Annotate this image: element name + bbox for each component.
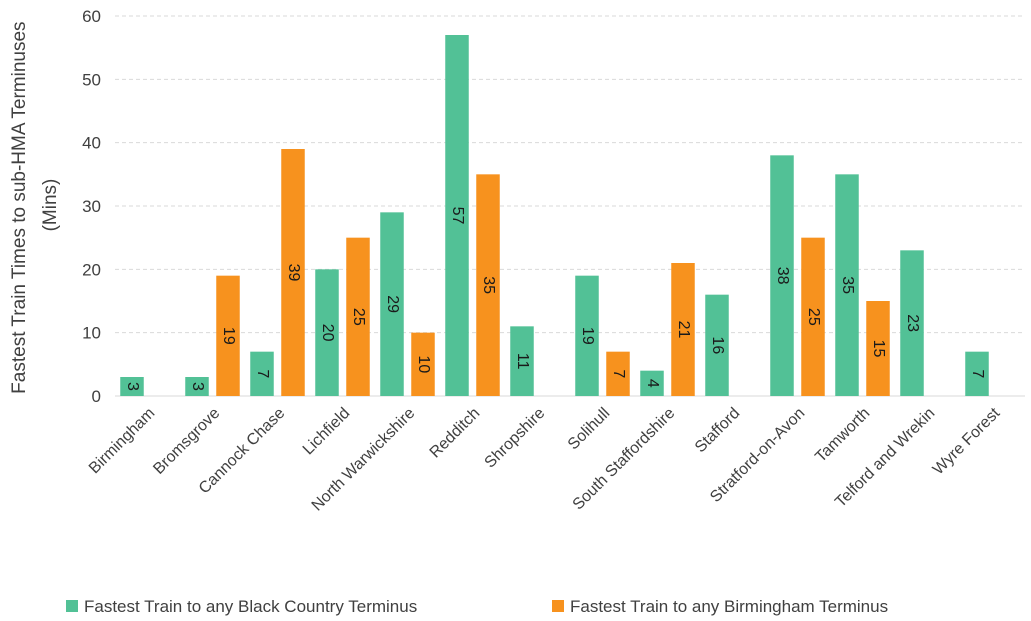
bar-wyre-forest-s1 bbox=[965, 351, 989, 396]
x-tick-label-stafford: Stafford bbox=[692, 405, 743, 456]
bar-south-staffordshire-s1 bbox=[640, 370, 664, 396]
data-label-solihull-s2: 7 bbox=[610, 369, 627, 378]
bar-lichfield-s2 bbox=[346, 237, 370, 396]
legend-label-birmingham: Fastest Train to any Birmingham Terminus bbox=[570, 597, 888, 616]
x-tick-label-bromsgrove: Bromsgrove bbox=[150, 405, 223, 478]
x-tick-label-birmingham: Birmingham bbox=[86, 405, 158, 477]
data-label-birmingham-s1: 3 bbox=[124, 382, 141, 391]
y-tick-label: 40 bbox=[82, 134, 101, 153]
data-label-solihull-s1: 19 bbox=[579, 327, 596, 345]
legend: Fastest Train to any Black Country Termi… bbox=[66, 597, 888, 616]
x-tick-label-shropshire: Shropshire bbox=[482, 405, 549, 472]
bar-redditch-s2 bbox=[476, 174, 500, 396]
y-tick-label: 50 bbox=[82, 70, 101, 89]
y-axis-ticks: 0 10 20 30 40 50 60 bbox=[82, 7, 101, 406]
bar-cannock-chase-s2 bbox=[281, 149, 305, 396]
data-label-south-staffordshire-s1: 4 bbox=[644, 379, 661, 388]
data-label-telford-and-wrekin-s1: 23 bbox=[904, 314, 921, 332]
y-tick-label: 0 bbox=[92, 387, 101, 406]
data-label-lichfield-s2: 25 bbox=[350, 308, 367, 326]
data-label-bromsgrove-s2: 19 bbox=[220, 327, 237, 345]
bar-shropshire-s1 bbox=[510, 326, 534, 396]
bar-bromsgrove-s2 bbox=[216, 275, 240, 396]
data-label-redditch-s2: 35 bbox=[480, 276, 497, 294]
y-axis-title-line-2: (Mins) bbox=[40, 179, 61, 232]
y-tick-label: 10 bbox=[82, 324, 101, 343]
data-label-cannock-chase-s1: 7 bbox=[254, 369, 271, 378]
y-axis-title: Fastest Train Times to sub-HMA Terminuse… bbox=[9, 16, 61, 394]
y-tick-label: 60 bbox=[82, 7, 101, 26]
bar-bromsgrove-s1 bbox=[185, 377, 209, 396]
x-tick-label-redditch: Redditch bbox=[427, 405, 484, 462]
bar-lichfield-s1 bbox=[315, 269, 339, 396]
bar-tamworth-s1 bbox=[835, 174, 859, 396]
bar-tamworth-s2 bbox=[866, 301, 890, 396]
bar-solihull-s1 bbox=[575, 275, 599, 396]
x-tick-label-solihull: Solihull bbox=[565, 405, 614, 454]
x-tick-label-lichfield: Lichfield bbox=[300, 405, 354, 459]
y-tick-label: 20 bbox=[82, 260, 101, 279]
legend-swatch-black-country bbox=[66, 600, 78, 612]
legend-swatch-birmingham bbox=[552, 600, 564, 612]
bar-stafford-s1 bbox=[705, 294, 729, 396]
data-label-stafford-s1: 16 bbox=[709, 336, 726, 354]
data-label-north-warwickshire-s2: 10 bbox=[415, 355, 432, 373]
data-label-cannock-chase-s2: 39 bbox=[285, 264, 302, 282]
bar-stratford-on-avon-s1 bbox=[770, 155, 794, 396]
data-label-tamworth-s2: 15 bbox=[870, 340, 887, 358]
y-axis-title-line-1: Fastest Train Times to sub-HMA Terminuse… bbox=[9, 21, 30, 393]
bar-cannock-chase-s1 bbox=[250, 351, 274, 396]
bar-birmingham-s1 bbox=[120, 377, 144, 396]
data-labels: 3 3 19 7 39 20 25 29 10 57 35 11 19 7 4 21 16 38 25 35 15 23 7 bbox=[124, 207, 986, 391]
data-label-redditch-s1: 57 bbox=[449, 207, 466, 225]
bar-north-warwickshire-s1 bbox=[380, 212, 404, 396]
data-label-stratford-on-avon-s1: 38 bbox=[774, 267, 791, 285]
y-tick-label: 30 bbox=[82, 197, 101, 216]
data-label-lichfield-s1: 20 bbox=[319, 324, 336, 342]
data-label-stratford-on-avon-s2: 25 bbox=[805, 308, 822, 326]
bar-redditch-s1 bbox=[445, 35, 469, 396]
x-tick-label-tamworth: Tamworth bbox=[812, 405, 873, 466]
x-tick-label-wyre-forest: Wyre Forest bbox=[930, 404, 1004, 478]
data-label-wyre-forest-s1: 7 bbox=[969, 369, 986, 378]
bar-telford-and-wrekin-s1 bbox=[900, 250, 924, 396]
bar-solihull-s2 bbox=[606, 351, 630, 396]
data-label-shropshire-s1: 11 bbox=[514, 353, 531, 370]
data-label-tamworth-s1: 35 bbox=[839, 276, 856, 294]
bars bbox=[120, 35, 989, 396]
data-label-north-warwickshire-s1: 29 bbox=[384, 295, 401, 313]
bar-north-warwickshire-s2 bbox=[411, 332, 435, 396]
data-label-south-staffordshire-s2: 21 bbox=[675, 321, 692, 339]
bar-stratford-on-avon-s2 bbox=[801, 237, 825, 396]
data-label-bromsgrove-s1: 3 bbox=[189, 382, 206, 391]
legend-label-black-country: Fastest Train to any Black Country Termi… bbox=[84, 597, 417, 616]
bar-south-staffordshire-s2 bbox=[671, 263, 695, 396]
